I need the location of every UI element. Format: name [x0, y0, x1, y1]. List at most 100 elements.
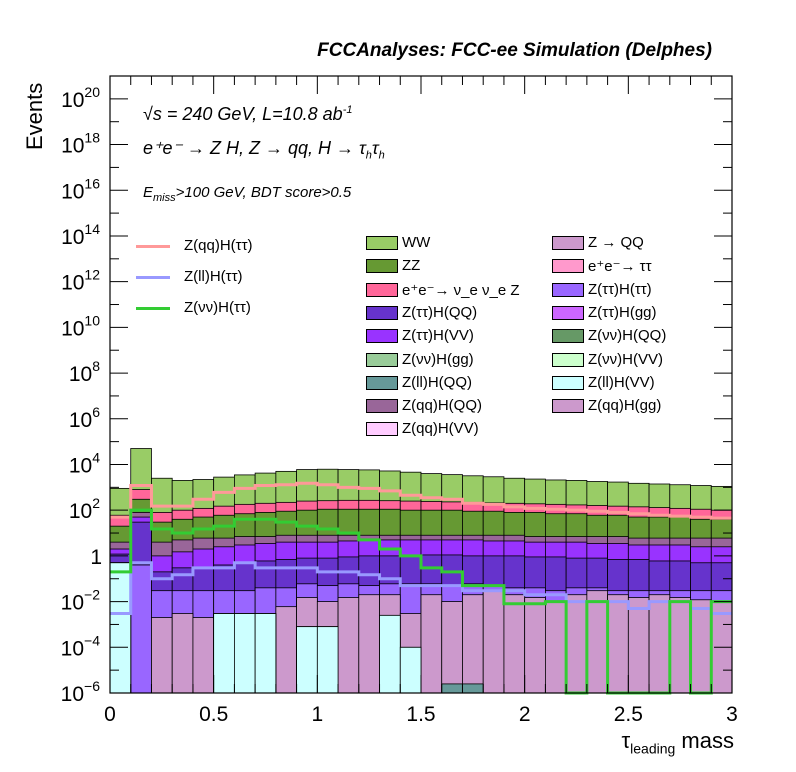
stack-bar — [669, 597, 691, 694]
stack-bar — [358, 594, 380, 694]
legend-fill-label: Z(ττ)H(VV) — [402, 327, 474, 345]
legend-fill-swatch — [366, 282, 398, 297]
stack-bar — [213, 613, 235, 694]
legend-fill-label: Z(qq)H(VV) — [402, 420, 479, 438]
x-axis-label: τleading mass — [621, 728, 734, 756]
stack-bar — [462, 683, 484, 694]
stack-bar — [233, 613, 256, 694]
stack-bar — [648, 594, 671, 694]
legend-fill-swatch — [552, 375, 584, 390]
stack-bar — [379, 614, 401, 694]
legend-line-label: Z(qq)H(ττ) — [184, 237, 253, 254]
legend-line-swatch — [136, 245, 170, 248]
legend-fill-swatch — [552, 236, 584, 250]
plot-title: FCCAnalyses: FCC-ee Simulation (Delphes) — [317, 40, 712, 61]
x-tick-label: 0.5 — [199, 703, 228, 726]
x-axis-label-sub: leading — [630, 740, 676, 757]
stack-bar — [503, 594, 526, 694]
legend-fill-swatch — [552, 259, 584, 274]
stack-bar — [192, 617, 215, 694]
legend-fill-swatch — [366, 259, 398, 274]
selection-e: E — [143, 184, 154, 201]
stack-bar — [254, 613, 277, 694]
stack-bar — [296, 626, 318, 694]
legend-fill-label: e⁺e⁻→ ττ — [588, 258, 652, 276]
y-tick-label: 10−2 — [61, 587, 101, 615]
x-axis: 0 0.5 1 1.5 2 2.5 3 — [104, 76, 738, 726]
y-tick-label: 104 — [69, 449, 100, 477]
legend-fill-swatch — [366, 352, 398, 367]
process-sub-2: h — [378, 149, 385, 162]
y-tick-label: 1018 — [61, 130, 100, 158]
stack-layer-9 — [109, 562, 422, 694]
stack-bar — [441, 601, 463, 694]
legend-line-label: Z(ll)H(ττ) — [184, 268, 243, 285]
x-tick-label: 1 — [311, 703, 323, 726]
legend-fill-label: Z → QQ — [588, 234, 644, 251]
process-text: e⁺e⁻ → Z H, Z → qq, H → τ — [143, 138, 366, 158]
y-tick-label: 106 — [69, 404, 100, 432]
legend-fill-label: Z(ττ)H(gg) — [588, 303, 657, 321]
y-tick-label: 1010 — [61, 312, 100, 340]
y-tick-label: 10−6 — [61, 678, 101, 706]
stack-bar — [275, 606, 298, 694]
x-tick-label: 2 — [519, 703, 531, 726]
y-tick-label: 1020 — [61, 84, 100, 112]
legend-fill-label: Z(νν)H(VV) — [588, 350, 663, 368]
x-axis-label-rest: mass — [675, 728, 734, 753]
legend-fill-swatch — [366, 399, 398, 414]
stack-bar — [690, 599, 712, 694]
stack-bar — [524, 597, 546, 694]
legend-fill-swatch — [366, 329, 398, 344]
legend-fill-swatch — [552, 305, 584, 320]
legend-fill-label: Z(νν)H(QQ) — [588, 327, 667, 345]
selection-annotation: Emiss>100 GeV, BDT score>0.5 — [143, 184, 351, 204]
stack-bar — [441, 683, 463, 694]
y-tick-label: 10−4 — [61, 632, 101, 660]
legend-fill-label: Z(ττ)H(ττ) — [588, 280, 652, 298]
x-tick-label: 0 — [104, 703, 116, 726]
x-tick-label: 2.5 — [614, 703, 643, 726]
legend-fill-label: Z(νν)H(gg) — [402, 350, 474, 368]
legend-fill-swatch — [366, 236, 398, 250]
legend-fill-swatch — [552, 399, 584, 414]
y-tick-label: 1016 — [61, 175, 100, 203]
stack-bar — [151, 617, 173, 694]
legend-fill-swatch — [552, 329, 584, 344]
process-tau: τ — [371, 138, 379, 158]
overlay-line-0 — [110, 481, 732, 520]
x-tick-label: 1.5 — [406, 703, 435, 726]
legend-fill-swatch — [366, 422, 398, 437]
energy-lumi-text: √s = 240 GeV, L=10.8 ab — [143, 104, 343, 124]
process-annotation: e⁺e⁻ → Z H, Z → qq, H → τhτh — [143, 138, 385, 162]
stack-bar — [627, 597, 650, 694]
y-tick-label: 108 — [69, 358, 100, 386]
stacked-histogram — [109, 448, 733, 694]
legend-line-swatch — [136, 276, 170, 279]
stack-bar — [462, 594, 484, 694]
stack-bar — [399, 646, 422, 694]
overlay-line-1 — [110, 561, 732, 616]
y-tick-label: 1014 — [61, 221, 100, 249]
legend-fill-label: ZZ — [402, 257, 421, 275]
legend-fill-label: Z(ll)H(VV) — [588, 373, 655, 391]
legend-fill-swatch — [552, 352, 584, 367]
y-axis: 10−6 10−4 10−2 1 102 104 106 108 1010 1012 1014 101… — [61, 75, 732, 706]
y-tick-label: 102 — [69, 495, 100, 523]
stack-bar — [545, 601, 567, 694]
legend-fill-swatch — [366, 305, 398, 320]
legend-fill-label: Z(qq)H(gg) — [588, 397, 662, 415]
stack-bar — [420, 594, 443, 694]
stack-bar — [607, 594, 629, 694]
legend-fill-swatch — [552, 282, 584, 297]
lumi-exponent: -1 — [342, 104, 353, 116]
legend-fill-label: Z(ll)H(QQ) — [402, 373, 472, 391]
legend-fill-label: Z(qq)H(QQ) — [402, 397, 482, 415]
selection-miss: miss — [153, 192, 176, 204]
selection-text: >100 GeV, BDT score>0.5 — [175, 184, 352, 201]
y-tick-label: 1 — [90, 546, 102, 569]
stack-bar — [109, 562, 132, 694]
stack-bar — [316, 626, 339, 694]
x-axis-label-tau: τ — [621, 728, 631, 753]
